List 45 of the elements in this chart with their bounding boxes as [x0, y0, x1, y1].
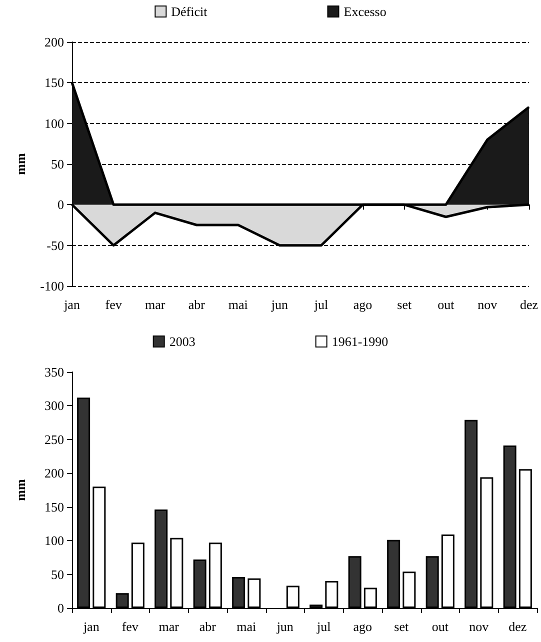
x-tick-label: nov	[469, 619, 490, 634]
legend-label: 2003	[169, 334, 196, 349]
x-tick-label: dez	[508, 619, 527, 634]
x-tick-label: out	[432, 619, 449, 634]
y-tick-label: 100	[44, 116, 64, 131]
y-tick-label: 200	[44, 34, 64, 50]
y-tick-label: 0	[58, 600, 64, 616]
y-tick-label: 0	[58, 197, 64, 212]
x-tick-label: nov	[478, 297, 498, 312]
legend-label: Déficit	[171, 4, 208, 19]
legend-label: Excesso	[344, 4, 386, 19]
x-tick-label: fev	[105, 297, 122, 312]
x-tick-label: set	[394, 619, 409, 634]
x-tick-label: jul	[313, 297, 329, 312]
x-tick-label: fev	[122, 619, 139, 634]
y-tick-label: 150	[44, 75, 64, 90]
y-tick-label: -100	[40, 278, 64, 294]
y-tick-label: 100	[44, 533, 64, 548]
x-tick-label: abr	[188, 297, 206, 312]
y-tick-label: -50	[46, 238, 64, 253]
y-tick-label: 200	[44, 466, 64, 481]
y-axis-title: mm	[13, 153, 28, 175]
x-tick-label: dez	[520, 297, 538, 312]
x-tick-label: mai	[228, 297, 248, 312]
y-axis-title: mm	[13, 479, 28, 501]
x-tick-label: jun	[276, 619, 294, 634]
x-tick-label: abr	[199, 619, 217, 634]
y-tick-label: 350	[44, 364, 64, 380]
x-tick-label: mai	[236, 619, 257, 634]
y-tick-label: 50	[51, 566, 64, 582]
x-tick-label: jan	[82, 619, 100, 634]
x-tick-label: ago	[353, 619, 372, 634]
legend-label: 1961-1990	[332, 334, 388, 349]
x-tick-label: jul	[316, 619, 332, 634]
x-tick-label: mar	[144, 297, 166, 312]
y-tick-label: 50	[51, 156, 64, 172]
y-tick-label: 300	[44, 398, 64, 414]
x-tick-label: set	[397, 297, 412, 312]
y-tick-label: 250	[44, 432, 64, 447]
x-tick-label: jan	[63, 297, 80, 312]
x-tick-label: ago	[353, 297, 372, 312]
y-tick-label: 150	[44, 499, 64, 514]
x-tick-label: jun	[270, 297, 289, 312]
x-tick-label: out	[438, 297, 455, 312]
x-tick-label: mar	[158, 619, 180, 634]
